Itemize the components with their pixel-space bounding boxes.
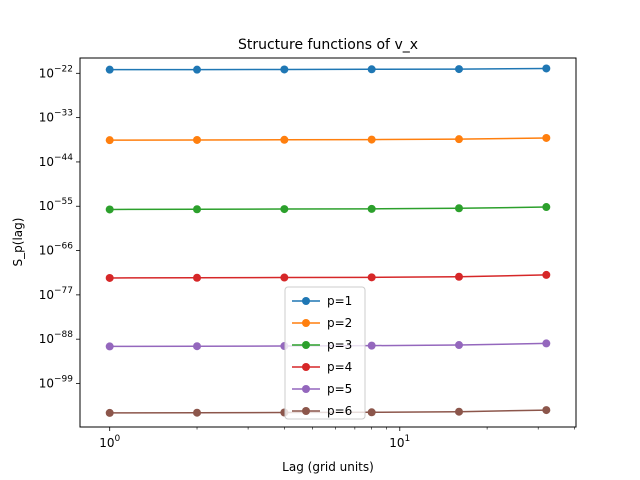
data-point (367, 273, 376, 282)
y-tick-label: 10−33 (39, 109, 73, 125)
data-point (105, 136, 114, 145)
y-tick-label: 10−55 (39, 197, 73, 213)
legend-entry-label: p=5 (327, 382, 352, 396)
data-point (105, 65, 114, 74)
legend: p=1 p=2 p=3 p=4 p=5 p=6 (284, 286, 366, 420)
plot-frame (79, 57, 577, 428)
data-point (280, 135, 289, 144)
legend-entry-label: p=2 (327, 316, 352, 330)
legend-entry-label: p=4 (327, 360, 352, 374)
data-point (454, 341, 463, 350)
data-point (542, 270, 551, 279)
data-point (280, 273, 289, 282)
y-tick-label: 10−99 (39, 374, 74, 390)
y-tick-label: 10−66 (39, 242, 74, 258)
legend-swatch-marker (302, 319, 310, 327)
legend-swatch-marker (302, 297, 310, 305)
data-point (193, 408, 202, 417)
series-line (109, 137, 547, 141)
data-point (454, 272, 463, 281)
data-point (193, 135, 202, 144)
data-point (280, 65, 289, 74)
data-point (193, 273, 202, 282)
x-axis-label: Lag (grid units) (282, 460, 374, 474)
series-p=4 (105, 270, 551, 282)
legend-swatch-marker (302, 363, 310, 371)
y-tick-label: 10−88 (39, 330, 74, 346)
data-point (542, 133, 551, 142)
data-point (542, 406, 551, 415)
legend-entry-label: p=6 (327, 404, 352, 418)
data-point (193, 342, 202, 351)
legend-box (284, 286, 366, 420)
data-point (105, 408, 114, 417)
series-p=1 (105, 64, 551, 74)
data-point (542, 64, 551, 73)
series-line (109, 67, 547, 71)
legend-entry-label: p=3 (327, 338, 352, 352)
legend-swatch-marker (302, 407, 310, 415)
data-point (454, 135, 463, 144)
data-point (367, 408, 376, 417)
chart-title: Structure functions of v_x (238, 37, 418, 53)
y-tick-label: 10−22 (39, 64, 73, 80)
y-tick-label: 10−44 (39, 153, 74, 169)
y-tick-label: 10−77 (39, 286, 73, 302)
data-point (105, 273, 114, 282)
data-point (193, 205, 202, 214)
series-p=3 (105, 203, 551, 214)
series-p=2 (105, 133, 551, 145)
legend-entry-label: p=1 (327, 294, 352, 308)
y-axis: 10−22 10−33 10−44 10−55 10−66 10−77 10−88 10−99 (39, 64, 80, 390)
data-point (193, 65, 202, 74)
data-point (454, 407, 463, 416)
x-axis: 100 101 (99, 427, 575, 450)
data-point (542, 339, 551, 348)
x-tick-label: 101 (389, 434, 410, 450)
y-axis-label: S_p(lag) (11, 218, 25, 267)
legend-swatch-marker (302, 341, 310, 349)
data-point (105, 342, 114, 351)
data-point (280, 205, 289, 214)
series-line (109, 274, 547, 279)
data-point (367, 65, 376, 74)
data-point (542, 203, 551, 212)
data-point (454, 65, 463, 74)
x-tick-label: 100 (99, 434, 120, 450)
legend-swatch-marker (302, 385, 310, 393)
data-point (367, 204, 376, 213)
series-line (109, 206, 547, 211)
data-point (105, 205, 114, 214)
data-point (454, 204, 463, 213)
data-point (367, 135, 376, 144)
data-point (367, 341, 376, 350)
